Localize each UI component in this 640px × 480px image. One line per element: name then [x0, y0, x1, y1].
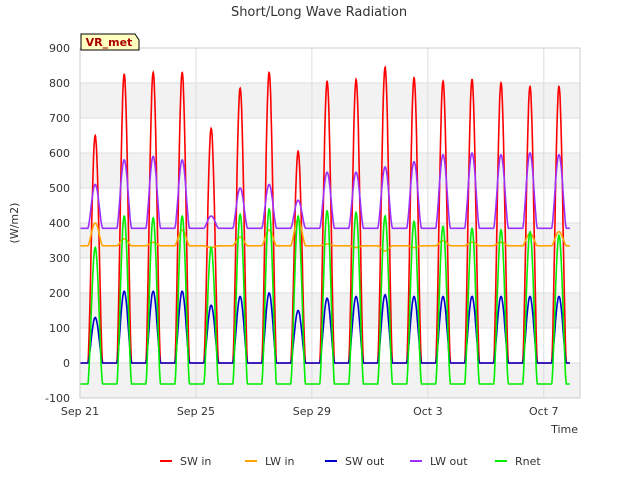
- y-tick-label: 400: [49, 217, 70, 230]
- y-tick-label: 800: [49, 77, 70, 90]
- y-tick-label: 900: [49, 42, 70, 55]
- station-label-text: VR_met: [86, 36, 133, 49]
- series-line-rnet: [80, 208, 570, 385]
- axes: [79, 47, 581, 399]
- series-line-sw_out: [80, 290, 570, 364]
- plot-frame: [79, 47, 581, 399]
- legend-item-lw_in: LW in: [245, 455, 295, 468]
- legend-label: LW out: [430, 455, 468, 468]
- legend-label: SW in: [180, 455, 211, 468]
- legend-item-lw_out: LW out: [410, 455, 468, 468]
- legend-item-rnet: Rnet: [495, 455, 541, 468]
- legend: SW in LW in SW out LW out Rnet: [160, 455, 541, 468]
- chart-title: Short/Long Wave Radiation: [231, 5, 407, 20]
- grid-band: [80, 363, 580, 398]
- legend-label: SW out: [345, 455, 385, 468]
- x-tick-label: Sep 21: [61, 405, 99, 418]
- y-tick-label: -100: [45, 392, 70, 405]
- x-tick-label: Oct 3: [413, 405, 443, 418]
- y-tick-label: 0: [63, 357, 70, 370]
- x-tick-label: Sep 25: [177, 405, 215, 418]
- y-tick-label: 500: [49, 182, 70, 195]
- x-tick-label: Oct 7: [529, 405, 559, 418]
- x-tick-label: Sep 29: [293, 405, 331, 418]
- y-tick-label: 100: [49, 322, 70, 335]
- y-axis-label: (W/m2): [8, 203, 21, 244]
- series-layer: [80, 65, 570, 385]
- y-tick-labels: -100 0 100 200 300 400 500 600 700 800 900: [45, 42, 70, 405]
- station-label-badge: VR_met: [80, 33, 140, 51]
- legend-label: LW in: [265, 455, 295, 468]
- y-tick-label: 700: [49, 112, 70, 125]
- legend-item-sw_in: SW in: [160, 455, 211, 468]
- y-tick-label: 300: [49, 252, 70, 265]
- legend-label: Rnet: [515, 455, 541, 468]
- x-axis-label: Time: [550, 423, 578, 436]
- y-tick-label: 200: [49, 287, 70, 300]
- x-tick-labels: Sep 21 Sep 25 Sep 29 Oct 3 Oct 7: [61, 405, 559, 418]
- legend-item-sw_out: SW out: [325, 455, 385, 468]
- series-line-lw_out: [80, 152, 570, 230]
- grid-band: [80, 83, 580, 118]
- y-tick-label: 600: [49, 147, 70, 160]
